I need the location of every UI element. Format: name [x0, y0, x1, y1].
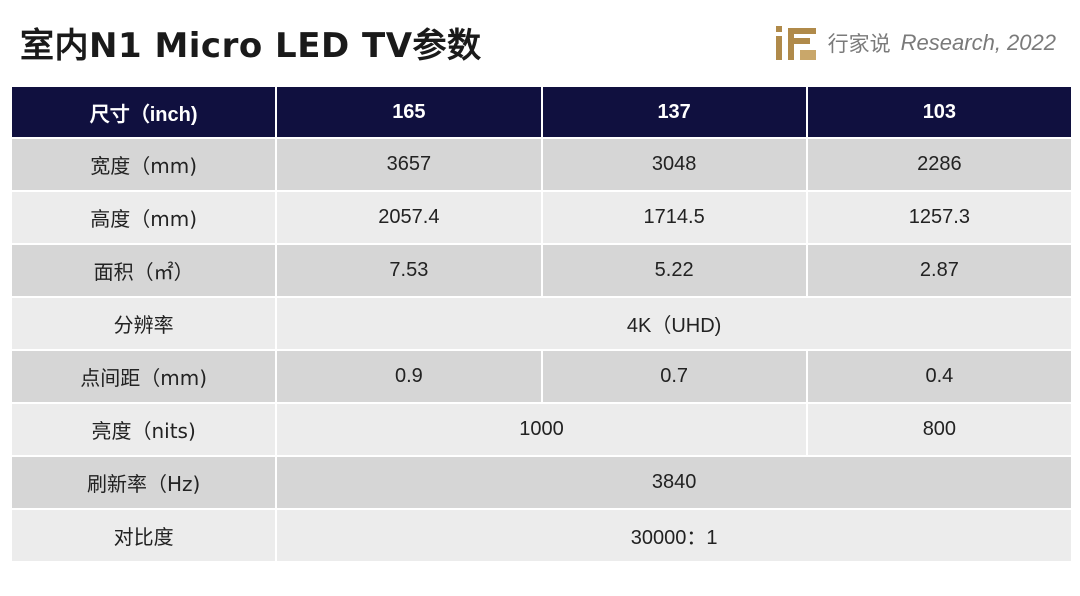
table-cell: 0.9 — [277, 351, 541, 402]
table-cell: 5.22 — [542, 245, 806, 296]
table-row: 分辨率 4K（UHD) — [12, 298, 1071, 349]
row-label: 高度（mm) — [12, 192, 276, 243]
table-cell: 2057.4 — [277, 192, 541, 243]
row-label: 点间距（mm) — [12, 351, 276, 402]
table-cell: 2286 — [807, 139, 1071, 190]
table-body: 宽度（mm) 3657 3048 2286 高度（mm) 2057.4 1714.5 1257… — [12, 139, 1071, 561]
header-size-label: 尺寸（inch) — [12, 87, 276, 137]
table-header-row: 尺寸（inch) 165 137 103 — [12, 87, 1071, 137]
table-cell: 1714.5 — [542, 192, 806, 243]
table-cell: 4K（UHD) — [277, 298, 1071, 349]
table-row: 刷新率（Hz) 3840 — [12, 457, 1071, 508]
table-row: 亮度（nits) 1000 800 — [12, 404, 1071, 455]
spec-table: 尺寸（inch) 165 137 103 宽度（mm) 3657 3048 2286 高… — [10, 85, 1073, 563]
table-row: 宽度（mm) 3657 3048 2286 — [12, 139, 1071, 190]
table-cell: 1000 — [277, 404, 806, 455]
table-row: 面积（㎡） 7.53 5.22 2.87 — [12, 245, 1071, 296]
table-cell: 2.87 — [807, 245, 1071, 296]
brand-logo-icon — [775, 26, 816, 60]
table-cell: 7.53 — [277, 245, 541, 296]
table-cell: 30000：1 — [277, 510, 1071, 561]
table-row: 对比度 30000：1 — [12, 510, 1071, 561]
table-cell: 3840 — [277, 457, 1071, 508]
table-cell: 0.4 — [807, 351, 1071, 402]
brand-name-en: Research, 2022 — [900, 30, 1056, 55]
table-cell: 0.7 — [542, 351, 806, 402]
header-size-103: 103 — [807, 87, 1071, 137]
table-row: 点间距（mm) 0.9 0.7 0.4 — [12, 351, 1071, 402]
row-label: 刷新率（Hz) — [12, 457, 276, 508]
brand-name-cn: 行家说 — [827, 32, 891, 56]
row-label: 面积（㎡） — [12, 245, 276, 296]
table-cell: 800 — [807, 404, 1071, 455]
brand-block: 行家说 Research, 2022 — [774, 24, 1056, 62]
row-label: 宽度（mm) — [12, 139, 276, 190]
row-label: 分辨率 — [12, 298, 276, 349]
table-cell: 3657 — [277, 139, 541, 190]
header-size-137: 137 — [542, 87, 806, 137]
table-row: 高度（mm) 2057.4 1714.5 1257.3 — [12, 192, 1071, 243]
table-cell: 1257.3 — [807, 192, 1071, 243]
row-label: 亮度（nits) — [12, 404, 276, 455]
row-label: 对比度 — [12, 510, 276, 561]
table-cell: 3048 — [542, 139, 806, 190]
page-title: 室内N1 Micro LED TV参数 — [20, 26, 482, 66]
header-size-165: 165 — [277, 87, 541, 137]
